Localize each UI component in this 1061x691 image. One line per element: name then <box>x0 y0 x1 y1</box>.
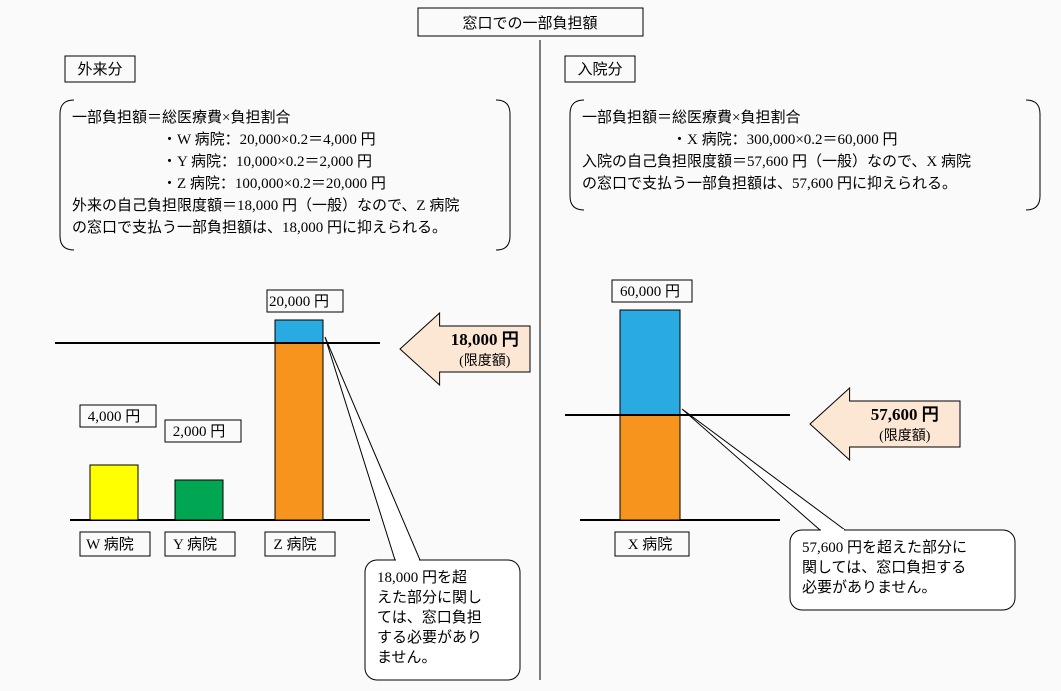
bar-name: Y 病院 <box>173 535 217 553</box>
limit-sub: (限度額) <box>459 353 511 369</box>
bar-Y 病院 <box>175 480 223 520</box>
bar-name: Z 病院 <box>274 535 317 553</box>
callout-line: 57,600 円を超えた部分に <box>802 539 967 556</box>
bar-name: W 病院 <box>86 535 134 553</box>
limit-value: 57,600 円 <box>871 405 939 424</box>
formula-line: 一部負担額＝総医療費×負担割合 <box>582 109 800 126</box>
bar-label: 2,000 円 <box>173 424 226 440</box>
bar-label: 20,000 円 <box>269 294 329 310</box>
formula-line: 外来の自己負担限度額＝18,000 円（一般）なので、Z 病院 <box>72 196 459 214</box>
callout-line: えた部分に関し <box>377 589 482 606</box>
limit-sub: (限度額) <box>879 428 931 444</box>
callout-line: 関しては、窓口負担する <box>802 558 966 576</box>
formula-line: 一部負担額＝総医療費×負担割合 <box>72 109 290 126</box>
formula-line: 入院の自己負担限度額＝57,600 円（一般）なので、X 病院 <box>582 152 971 170</box>
bar-name: X 病院 <box>628 535 673 553</box>
bar-Z 病院-under <box>275 343 323 520</box>
callout-line: する必要があり <box>377 629 482 646</box>
bar-Z 病院-over <box>275 320 323 343</box>
formula-line: の窓口で支払う一部負担額は、18,000 円に抑えられる。 <box>72 218 447 236</box>
bar-x-over <box>620 310 680 415</box>
bar-label: 4,000 円 <box>88 409 141 425</box>
title: 窓口での一部負担額 <box>462 14 597 32</box>
limit-value: 18,000 円 <box>451 330 519 349</box>
formula-line: ・Y 病院：10,000×0.2＝2,000 円 <box>72 152 372 170</box>
bar-label: 60,000 円 <box>620 284 680 300</box>
nyuin-tag: 入院分 <box>577 60 622 78</box>
callout-line: 18,000 円を超 <box>377 569 467 586</box>
formula-line: ・X 病院：300,000×0.2＝60,000 円 <box>582 130 898 148</box>
formula-line: の窓口で支払う一部負担額は、57,600 円に抑えられる。 <box>582 174 957 192</box>
callout-line: ません。 <box>377 650 437 666</box>
callout-line: 必要がありません。 <box>802 579 937 596</box>
bar-W 病院 <box>90 465 138 520</box>
callout-line: ては、窓口負担 <box>377 608 482 626</box>
gairai-tag: 外来分 <box>77 61 122 78</box>
formula-line: ・W 病院：20,000×0.2＝4,000 円 <box>72 130 376 148</box>
formula-line: ・Z 病院：100,000×0.2＝20,000 円 <box>72 174 386 192</box>
bar-x-under <box>620 415 680 520</box>
